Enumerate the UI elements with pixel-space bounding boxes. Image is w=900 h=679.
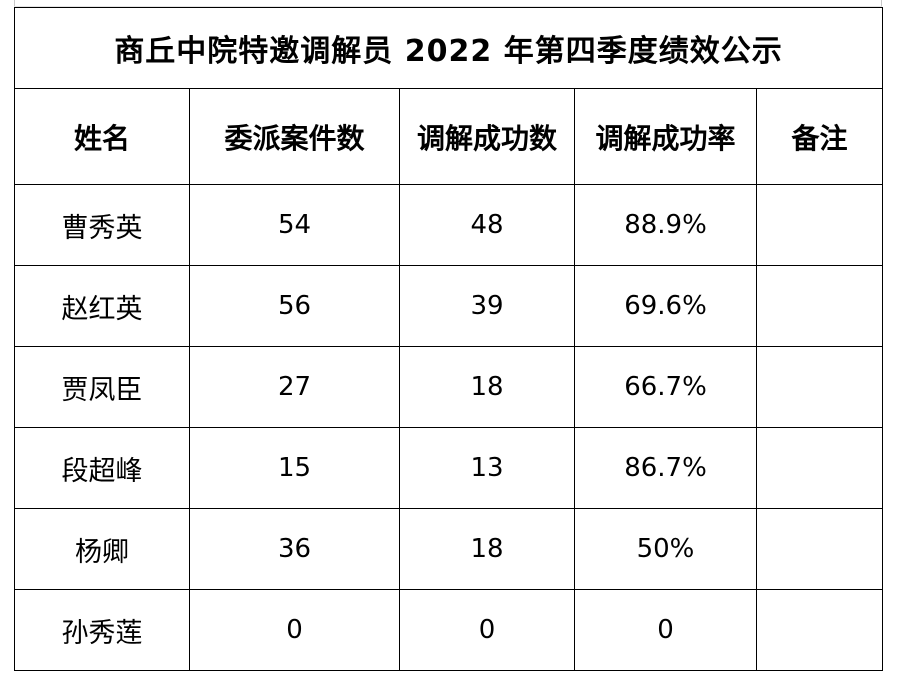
table-row: 贾凤臣 27 18 66.7% bbox=[14, 346, 884, 428]
header-row: 姓名 委派案件数 调解成功数 调解成功率 备注 bbox=[14, 88, 884, 185]
cell-note bbox=[755, 589, 884, 671]
table-row: 段超峰 15 13 86.7% bbox=[14, 427, 884, 509]
cell-assigned: 27 bbox=[189, 346, 400, 428]
cell-note bbox=[755, 508, 884, 590]
cell-assigned: 36 bbox=[189, 508, 400, 590]
table-row: 赵红英 56 39 69.6% bbox=[14, 265, 884, 347]
cell-success: 18 bbox=[399, 508, 575, 590]
table-title: 商丘中院特邀调解员 2022 年第四季度绩效公示 bbox=[13, 7, 884, 89]
table-row: 曹秀英 54 48 88.9% bbox=[14, 184, 884, 266]
cell-name: 段超峰 bbox=[14, 427, 190, 509]
cell-rate: 50% bbox=[574, 508, 757, 590]
header-success-count: 调解成功数 bbox=[399, 88, 575, 185]
page-guide-left bbox=[14, 0, 15, 6]
page-guide-line bbox=[14, 6, 882, 7]
header-assigned-cases: 委派案件数 bbox=[189, 88, 400, 185]
cell-rate: 88.9% bbox=[574, 184, 757, 266]
cell-name: 孙秀莲 bbox=[14, 589, 190, 671]
cell-rate: 0 bbox=[574, 589, 757, 671]
cell-success: 0 bbox=[399, 589, 575, 671]
cell-name: 曹秀英 bbox=[14, 184, 190, 266]
header-success-rate: 调解成功率 bbox=[574, 88, 757, 185]
title-row: 商丘中院特邀调解员 2022 年第四季度绩效公示 bbox=[13, 7, 884, 89]
cell-rate: 66.7% bbox=[574, 346, 757, 428]
header-note: 备注 bbox=[755, 88, 884, 185]
cell-assigned: 54 bbox=[189, 184, 400, 266]
table-row: 杨卿 36 18 50% bbox=[14, 508, 884, 590]
performance-table: 商丘中院特邀调解员 2022 年第四季度绩效公示 姓名 委派案件数 调解成功数 … bbox=[13, 7, 884, 671]
cell-name: 赵红英 bbox=[14, 265, 190, 347]
cell-rate: 69.6% bbox=[574, 265, 757, 347]
cell-success: 18 bbox=[399, 346, 575, 428]
cell-assigned: 15 bbox=[189, 427, 400, 509]
cell-name: 贾凤臣 bbox=[14, 346, 190, 428]
page-guide-right bbox=[881, 0, 882, 6]
table-row: 孙秀莲 0 0 0 bbox=[14, 589, 884, 671]
cell-name: 杨卿 bbox=[14, 508, 190, 590]
header-name: 姓名 bbox=[14, 88, 190, 185]
cell-assigned: 56 bbox=[189, 265, 400, 347]
cell-success: 13 bbox=[399, 427, 575, 509]
cell-success: 39 bbox=[399, 265, 575, 347]
cell-rate: 86.7% bbox=[574, 427, 757, 509]
cell-success: 48 bbox=[399, 184, 575, 266]
cell-note bbox=[755, 184, 884, 266]
cell-assigned: 0 bbox=[189, 589, 400, 671]
cell-note bbox=[755, 346, 884, 428]
cell-note bbox=[755, 265, 884, 347]
cell-note bbox=[755, 427, 884, 509]
